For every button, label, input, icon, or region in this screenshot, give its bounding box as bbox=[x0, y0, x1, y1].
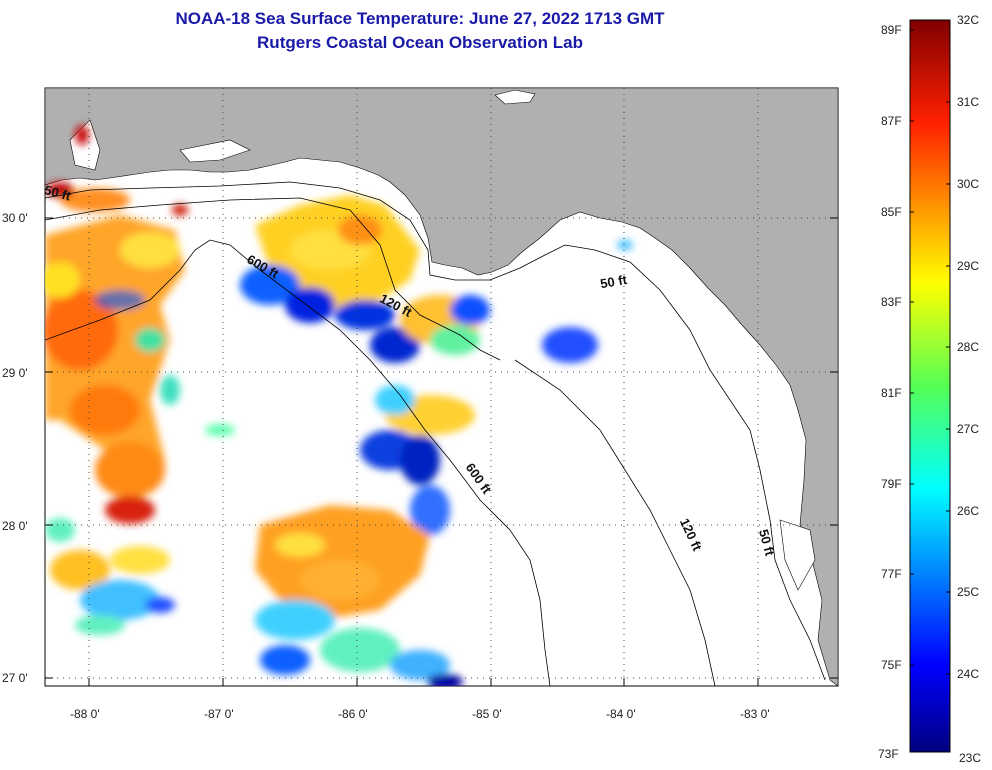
colorbar-f-labels: 89F 87F 85F 83F 81F 79F 77F 75F 73F bbox=[878, 23, 902, 761]
colorbar-f-label: 81F bbox=[881, 386, 902, 400]
contour-label: 50 ft bbox=[43, 182, 73, 204]
lon-label: -84 0' bbox=[606, 707, 636, 721]
depth-contours bbox=[45, 181, 826, 686]
lat-label: 27 0' bbox=[2, 671, 28, 685]
colorbar-c-label: 28C bbox=[957, 340, 979, 354]
lake bbox=[494, 89, 536, 105]
colorbar-c-label: 32C bbox=[957, 13, 979, 27]
colorbar-c-label: 31C bbox=[957, 95, 979, 109]
lon-label: -85 0' bbox=[472, 707, 502, 721]
colorbar-c-label: 29C bbox=[957, 259, 979, 273]
land-mass bbox=[45, 88, 838, 686]
colorbar-c-label: 23C bbox=[959, 751, 981, 765]
colorbar-f-label: 77F bbox=[881, 567, 902, 581]
colorbar-f-label: 85F bbox=[881, 205, 902, 219]
lon-label: -86 0' bbox=[338, 707, 368, 721]
bay bbox=[179, 139, 251, 163]
colorbar-c-label: 27C bbox=[957, 422, 979, 436]
colorbar-f-label: 73F bbox=[878, 747, 899, 761]
colorbar-c-label: 25C bbox=[957, 585, 979, 599]
colorbar-c-label: 30C bbox=[957, 177, 979, 191]
lat-label: 29 0' bbox=[2, 366, 28, 380]
contour-label: 50 ft bbox=[756, 528, 778, 558]
colorbar-f-label: 87F bbox=[881, 114, 902, 128]
bay bbox=[779, 519, 816, 591]
colorbar-c-labels: 32C 31C 30C 29C 28C 27C 26C 25C 24C 23C bbox=[957, 13, 981, 765]
colorbar bbox=[909, 19, 951, 753]
map-subtitle: Rutgers Coastal Ocean Observation Lab bbox=[257, 33, 583, 52]
contour-label: 50 ft bbox=[599, 272, 629, 292]
axis-ticks bbox=[45, 217, 838, 686]
lon-label: -83 0' bbox=[740, 707, 770, 721]
map-title: NOAA-18 Sea Surface Temperature: June 27… bbox=[175, 9, 665, 28]
colorbar-c-label: 24C bbox=[957, 667, 979, 681]
lat-label: 30 0' bbox=[2, 211, 28, 225]
lon-label: -88 0' bbox=[70, 707, 100, 721]
sst-data bbox=[45, 125, 633, 686]
lat-label: 28 0' bbox=[2, 519, 28, 533]
colorbar-ticks bbox=[910, 19, 950, 675]
graticule bbox=[45, 88, 838, 686]
colorbar-f-label: 89F bbox=[881, 23, 902, 37]
colorbar-c-label: 26C bbox=[957, 504, 979, 518]
colorbar-f-label: 79F bbox=[881, 477, 902, 491]
colorbar-f-label: 83F bbox=[881, 295, 902, 309]
colorbar-f-label: 75F bbox=[881, 658, 902, 672]
lon-label: -87 0' bbox=[204, 707, 234, 721]
